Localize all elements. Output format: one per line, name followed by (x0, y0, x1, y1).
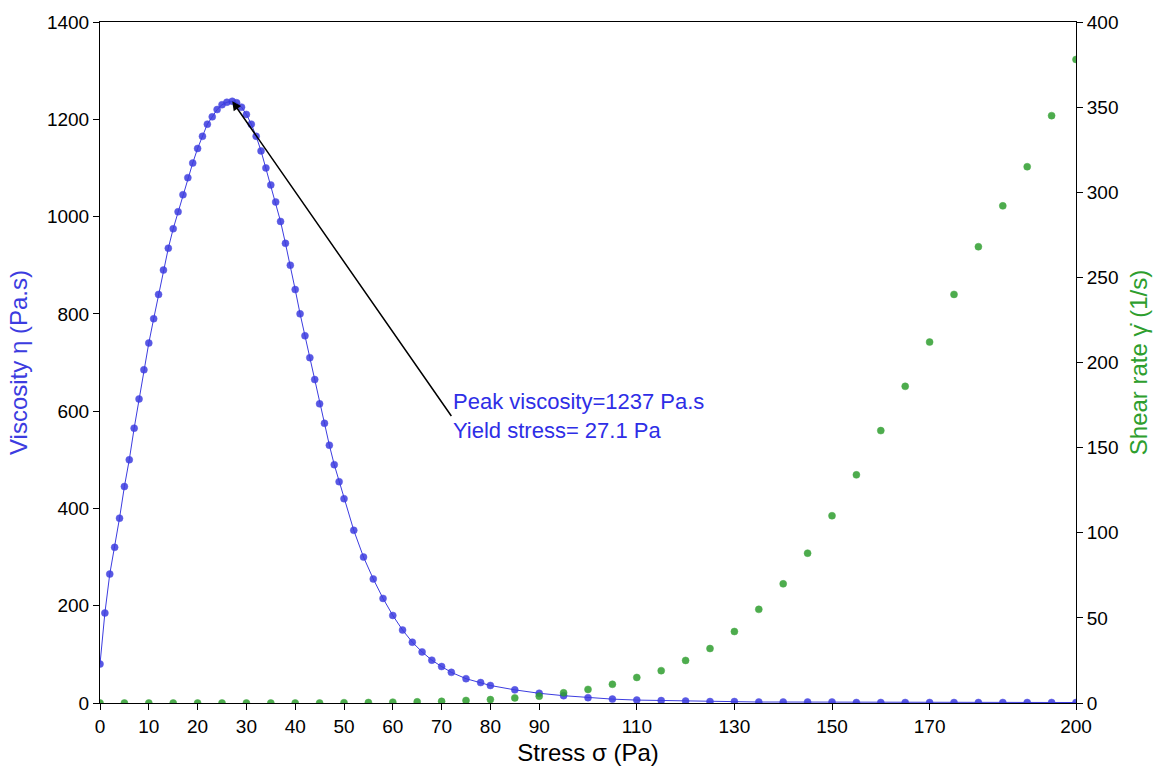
svg-text:250: 250 (1087, 267, 1119, 288)
svg-text:50: 50 (1087, 608, 1108, 629)
svg-text:300: 300 (1087, 182, 1119, 203)
svg-text:130: 130 (719, 716, 751, 737)
svg-text:110: 110 (622, 716, 652, 737)
svg-text:50: 50 (333, 716, 354, 737)
svg-text:0: 0 (95, 716, 106, 737)
svg-text:170: 170 (914, 716, 946, 737)
svg-text:200: 200 (1087, 352, 1119, 373)
svg-text:0: 0 (79, 693, 90, 714)
svg-text:90: 90 (529, 716, 550, 737)
svg-text:Shear rate γ̇ (1/s): Shear rate γ̇ (1/s) (1125, 270, 1152, 455)
svg-text:100: 100 (1087, 522, 1119, 543)
svg-text:600: 600 (57, 401, 89, 422)
svg-text:400: 400 (1087, 12, 1119, 33)
svg-text:40: 40 (285, 716, 306, 737)
svg-text:60: 60 (382, 716, 403, 737)
svg-text:1400: 1400 (47, 12, 89, 33)
svg-text:350: 350 (1087, 97, 1119, 118)
svg-text:200: 200 (57, 595, 89, 616)
svg-text:10: 10 (138, 716, 159, 737)
svg-text:20: 20 (187, 716, 208, 737)
svg-text:Peak viscosity=1237 Pa.sYield: Peak viscosity=1237 Pa.sYield stress= 27… (453, 389, 704, 443)
svg-text:1000: 1000 (47, 206, 89, 227)
svg-text:200: 200 (1060, 716, 1092, 737)
svg-text:150: 150 (1087, 437, 1119, 458)
svg-text:30: 30 (236, 716, 257, 737)
svg-text:800: 800 (57, 304, 89, 325)
svg-text:150: 150 (816, 716, 848, 737)
svg-text:0: 0 (1087, 693, 1098, 714)
svg-text:80: 80 (480, 716, 501, 737)
svg-text:1200: 1200 (47, 109, 89, 130)
svg-text:Viscosity η (Pa.s): Viscosity η (Pa.s) (5, 270, 32, 455)
svg-text:400: 400 (57, 498, 89, 519)
svg-text:Stress σ (Pa): Stress σ (Pa) (517, 739, 659, 766)
svg-text:70: 70 (431, 716, 452, 737)
